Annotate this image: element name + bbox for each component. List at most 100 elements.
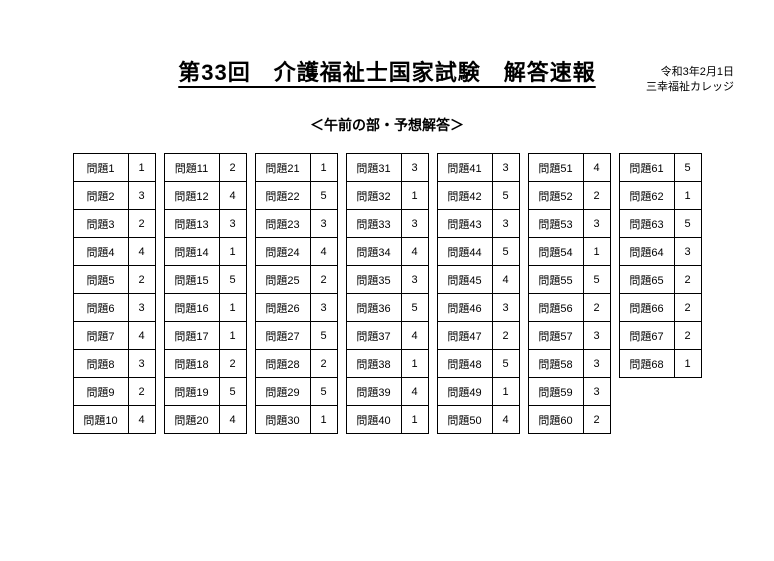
question-label: 問題8 [74,350,129,377]
answer-column: 問題615問題621問題635問題643問題652問題662問題672問題681 [619,153,702,433]
answer-cell: 問題161 [164,293,247,322]
answer-value: 5 [220,378,246,405]
answer-value: 3 [311,210,337,237]
answer-cell: 問題454 [437,265,520,294]
answer-cell: 問題621 [619,181,702,210]
question-label: 問題12 [165,182,220,209]
answer-value: 2 [311,266,337,293]
answer-value: 3 [493,210,519,237]
answer-value: 2 [584,294,610,321]
answer-cell: 問題643 [619,237,702,266]
question-label: 問題62 [620,182,675,209]
answer-value: 2 [220,154,246,181]
question-label: 問題57 [529,322,584,349]
answer-cell: 問題681 [619,349,702,378]
answer-value: 3 [311,294,337,321]
question-label: 問題19 [165,378,220,405]
answer-value: 1 [311,406,337,433]
question-label: 問題58 [529,350,584,377]
answer-value: 2 [675,322,701,349]
answer-value: 4 [220,182,246,209]
question-label: 問題49 [438,378,493,405]
answer-cell: 問題44 [73,237,156,266]
answer-cell: 問題401 [346,405,429,434]
answer-cell: 問題662 [619,293,702,322]
answer-cell: 問題353 [346,265,429,294]
question-label: 問題65 [620,266,675,293]
question-label: 問題40 [347,406,402,433]
answer-value: 1 [402,350,428,377]
answer-value: 2 [129,210,155,237]
question-label: 問題16 [165,294,220,321]
answer-cell: 問題333 [346,209,429,238]
answer-cell: 問題472 [437,321,520,350]
answer-cell: 問題63 [73,293,156,322]
answer-cell: 問題92 [73,377,156,406]
answer-cell: 問題52 [73,265,156,294]
answer-cell: 問題252 [255,265,338,294]
question-label: 問題41 [438,154,493,181]
answer-value: 3 [584,210,610,237]
answer-value: 3 [129,350,155,377]
answer-cell: 問題485 [437,349,520,378]
answer-cell: 問題573 [528,321,611,350]
answer-value: 1 [675,350,701,377]
answer-cell: 問題425 [437,181,520,210]
answer-cell: 問題533 [528,209,611,238]
answer-value: 4 [311,238,337,265]
answer-column: 問題413問題425問題433問題445問題454問題463問題472問題485… [437,153,520,433]
question-label: 問題18 [165,350,220,377]
question-label: 問題56 [529,294,584,321]
question-label: 問題6 [74,294,129,321]
question-label: 問題28 [256,350,311,377]
answer-cell: 問題141 [164,237,247,266]
question-label: 問題29 [256,378,311,405]
answer-cell: 問題635 [619,209,702,238]
answer-value: 3 [402,210,428,237]
answer-value: 4 [129,406,155,433]
answer-value: 5 [493,238,519,265]
answer-value: 3 [493,294,519,321]
answer-value: 5 [493,182,519,209]
answer-value: 4 [584,154,610,181]
question-label: 問題5 [74,266,129,293]
answer-value: 1 [220,322,246,349]
question-label: 問題30 [256,406,311,433]
answer-cell: 問題233 [255,209,338,238]
answer-value: 3 [220,210,246,237]
question-label: 問題61 [620,154,675,181]
answer-value: 5 [493,350,519,377]
answer-value: 1 [402,406,428,433]
answer-cell: 問題204 [164,405,247,434]
question-label: 問題2 [74,182,129,209]
question-label: 問題17 [165,322,220,349]
answer-cell: 問題282 [255,349,338,378]
answer-column: 問題11問題23問題32問題44問題52問題63問題74問題83問題92問題10… [73,153,156,433]
answer-cell: 問題602 [528,405,611,434]
answer-grid: 問題11問題23問題32問題44問題52問題63問題74問題83問題92問題10… [0,153,774,433]
answer-column: 問題211問題225問題233問題244問題252問題263問題275問題282… [255,153,338,433]
question-label: 問題38 [347,350,402,377]
question-label: 問題46 [438,294,493,321]
answer-value: 1 [675,182,701,209]
question-label: 問題10 [74,406,129,433]
question-label: 問題63 [620,210,675,237]
answer-cell: 問題244 [255,237,338,266]
answer-cell: 問題155 [164,265,247,294]
answer-value: 4 [493,406,519,433]
answer-cell: 問題365 [346,293,429,322]
answer-value: 4 [129,238,155,265]
answer-cell: 問題652 [619,265,702,294]
answer-cell: 問題491 [437,377,520,406]
answer-cell: 問題413 [437,153,520,182]
question-label: 問題39 [347,378,402,405]
answer-cell: 問題394 [346,377,429,406]
header-right: 令和3年2月1日 三幸福祉カレッジ [646,65,734,96]
question-label: 問題1 [74,154,129,181]
question-label: 問題43 [438,210,493,237]
answer-value: 3 [129,294,155,321]
answer-value: 2 [675,266,701,293]
answer-cell: 問題225 [255,181,338,210]
question-label: 問題23 [256,210,311,237]
answer-value: 4 [493,266,519,293]
